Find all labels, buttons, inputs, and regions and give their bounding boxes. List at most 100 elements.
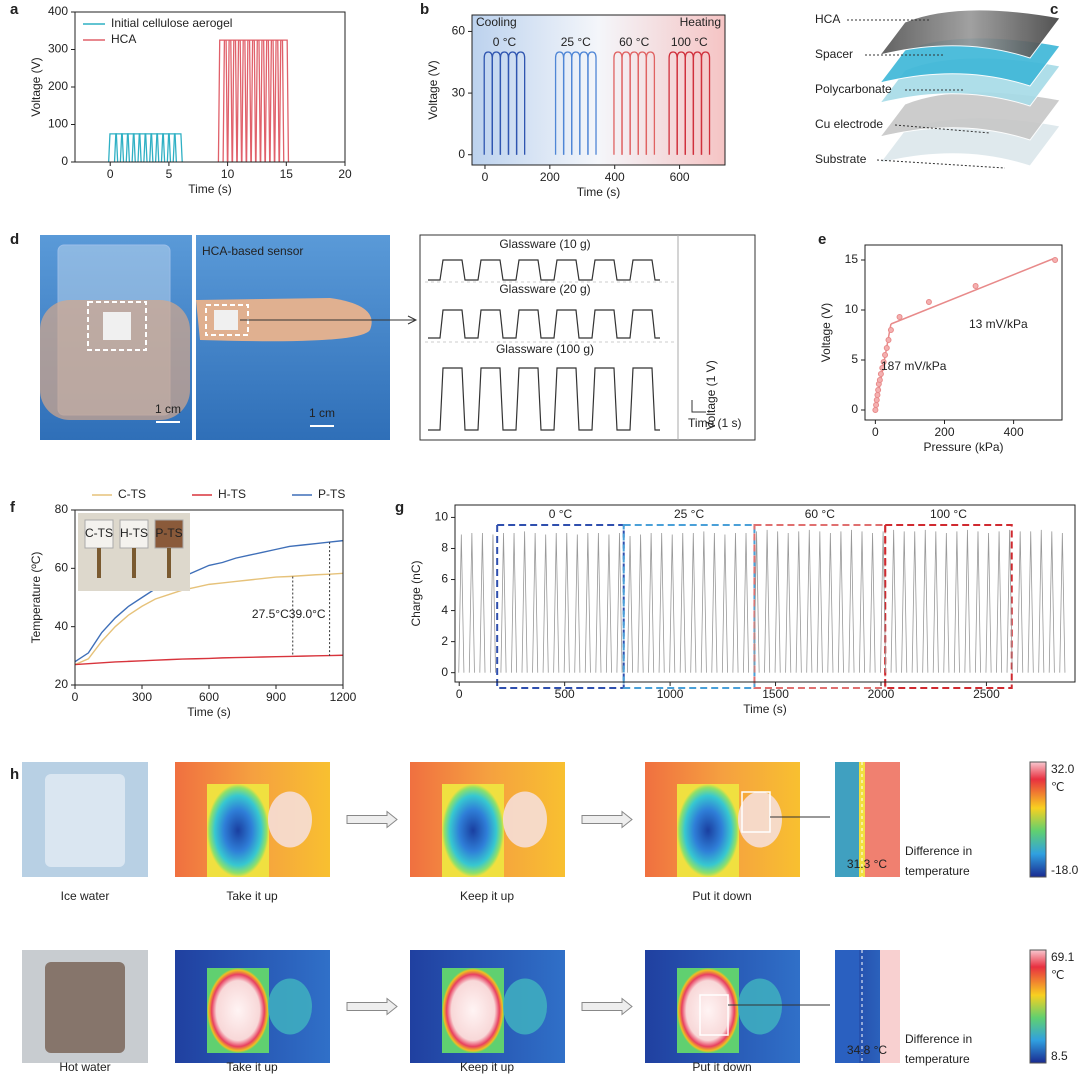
panel-label: b — [420, 1, 429, 18]
data-point — [874, 392, 881, 398]
x-tick-label: 500 — [555, 687, 575, 701]
layer-label: Substrate — [815, 152, 867, 166]
x-tick-label: 600 — [199, 690, 219, 704]
plot-frame — [864, 244, 1063, 421]
beaker — [45, 774, 125, 867]
x-axis-label: Time (s) — [187, 705, 231, 719]
x-axis-label: Pressure (kPa) — [923, 440, 1003, 454]
y-tick-label: 0 — [61, 154, 68, 168]
colorbar — [1029, 949, 1047, 1064]
scale-axes — [691, 400, 706, 413]
pulse — [658, 532, 665, 673]
pulse — [269, 39, 280, 163]
note: temperature — [905, 864, 970, 878]
step-label: Put it down — [692, 1060, 751, 1074]
reading: 34.8 °C — [847, 1043, 887, 1057]
x-tick-label: 2500 — [973, 687, 1000, 701]
pulse — [236, 39, 247, 163]
pulse — [574, 534, 581, 673]
step-arrow — [346, 997, 398, 1016]
y-tick-label: 400 — [48, 4, 68, 18]
pulse — [119, 133, 131, 163]
closeup-part — [835, 950, 859, 1063]
pulse — [974, 531, 981, 673]
y-tick-label: 8 — [441, 541, 448, 555]
signal-trace — [428, 259, 660, 281]
series-line — [74, 654, 344, 666]
y-tick-label: 15 — [845, 252, 859, 266]
sensor — [214, 310, 238, 330]
x-axis-label: Time (s) — [743, 702, 787, 716]
legend-label: H-TS — [218, 487, 246, 501]
reading: 31.3 °C — [847, 857, 887, 871]
pulse — [690, 532, 697, 673]
inset-label: C-TS — [85, 526, 113, 540]
series-line — [74, 572, 344, 666]
panel-label: g — [395, 499, 404, 516]
colorbar-max: 69.1 — [1051, 950, 1075, 964]
pulse — [160, 133, 172, 163]
sensor — [103, 312, 131, 340]
pulse — [743, 532, 750, 673]
pulse — [1048, 531, 1055, 673]
leader — [876, 159, 1006, 169]
temperature-region — [884, 524, 1013, 689]
pulse — [222, 39, 233, 163]
x-tick-label: 1200 — [330, 690, 357, 704]
step-arrow — [346, 810, 398, 829]
y-tick-label: 200 — [48, 79, 68, 93]
pulse — [131, 133, 142, 163]
fit-line — [890, 257, 1056, 325]
hand — [503, 978, 547, 1035]
pulse — [260, 39, 271, 163]
temperature-region — [496, 524, 625, 689]
y-tick-label: 20 — [55, 677, 69, 691]
hand — [738, 978, 782, 1035]
plot-frame — [471, 14, 726, 166]
pulse — [700, 51, 711, 155]
data-point — [873, 397, 880, 403]
pulse — [964, 529, 971, 673]
pulse — [732, 532, 739, 673]
step-arrow — [581, 997, 633, 1016]
y-tick-label: 10 — [435, 510, 449, 524]
y-tick-label: 2 — [441, 634, 448, 648]
trace-title: Glassware (10 g) — [499, 237, 590, 251]
hand — [503, 791, 547, 848]
data-point — [1052, 257, 1059, 263]
annotation: 39.0°C — [289, 607, 326, 621]
thermal-sensor — [442, 968, 504, 1053]
closeup-part — [835, 762, 859, 877]
x-tick-label: 0 — [482, 170, 489, 184]
pulse — [227, 39, 238, 163]
sensor-box — [87, 301, 147, 351]
closeup-part — [859, 762, 865, 877]
data-point — [879, 365, 886, 371]
x-tick-label: 0 — [72, 690, 79, 704]
x-tick-label: 400 — [605, 170, 625, 184]
x-tick-label: 2000 — [868, 687, 895, 701]
pulse — [827, 532, 834, 673]
pulse — [880, 531, 887, 673]
temperature-gradient — [472, 15, 725, 165]
pulse — [500, 532, 507, 673]
x-axis-label: Time (s) — [188, 182, 232, 196]
step-label: Keep it up — [460, 1060, 514, 1074]
y-tick-label: 0 — [458, 147, 465, 161]
x-tick-label: 1500 — [762, 687, 789, 701]
thermal-sensor — [207, 968, 269, 1053]
pulse — [245, 39, 257, 163]
pulse — [113, 133, 125, 163]
pulse — [627, 536, 634, 673]
hand — [268, 791, 312, 848]
legend-label: HCA — [111, 32, 136, 46]
pulse — [1006, 529, 1013, 673]
legend-label: P-TS — [318, 487, 345, 501]
group-label: 25 °C — [561, 35, 591, 49]
y-tick-label: 100 — [48, 117, 68, 131]
panel-label: h — [10, 766, 19, 783]
pulse — [274, 39, 285, 163]
colorbar-min: 8.5 — [1051, 1049, 1068, 1063]
hand — [40, 300, 190, 420]
